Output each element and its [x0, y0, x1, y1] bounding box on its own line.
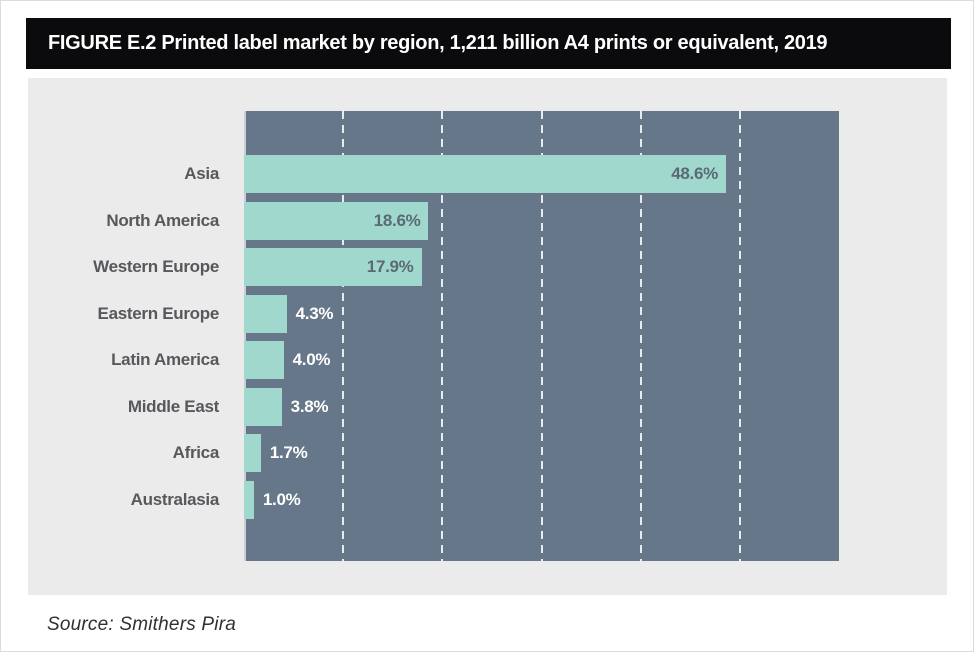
- bar-western-europe: 17.9%: [244, 248, 422, 286]
- gridline: [342, 111, 345, 561]
- y-axis-line: [244, 111, 246, 561]
- gridline: [738, 111, 741, 561]
- value-label: 4.3%: [295, 303, 334, 323]
- value-label: 3.8%: [290, 396, 329, 416]
- bar-eastern-europe: [244, 294, 287, 333]
- gridline: [441, 111, 444, 561]
- value-label: 4.0%: [292, 350, 331, 369]
- bar-north-america: 18.6%: [244, 201, 429, 240]
- value-label: 17.9%: [366, 257, 414, 276]
- gridline: [639, 111, 642, 561]
- source-note: Source: Smithers Pira: [47, 614, 236, 635]
- category-label: Latin America: [111, 350, 219, 369]
- plot-area: 48.6% 18.6% 17.9% 4.3% 4.0% 3.8% 1.7% 1.0%: [244, 111, 839, 561]
- category-label: Middle East: [127, 396, 219, 416]
- value-label: 48.6%: [671, 164, 718, 183]
- figure-title: FIGURE E.2 Printed label market by regio…: [48, 32, 828, 54]
- bar-latin-america: [244, 341, 284, 379]
- bar-asia: 48.6%: [244, 155, 726, 193]
- bar-africa: [244, 434, 261, 472]
- category-label: Africa: [172, 443, 220, 462]
- gridline: [540, 111, 543, 561]
- chart-panel: 48.6% 18.6% 17.9% 4.3% 4.0% 3.8% 1.7% 1.0% Asia…: [28, 78, 947, 595]
- bar-middle-east: [244, 387, 282, 426]
- figure-title-bar: FIGURE E.2 Printed label market by regio…: [26, 18, 951, 69]
- category-label: Australasia: [130, 489, 220, 509]
- value-label: 18.6%: [373, 210, 421, 230]
- category-label: North America: [106, 210, 219, 230]
- category-label: Eastern Europe: [97, 303, 220, 323]
- bar-australasia: [244, 480, 254, 519]
- category-label: Western Europe: [93, 257, 219, 276]
- category-label: Asia: [184, 164, 219, 183]
- value-label: 1.0%: [262, 489, 301, 509]
- value-label: 1.7%: [269, 443, 308, 462]
